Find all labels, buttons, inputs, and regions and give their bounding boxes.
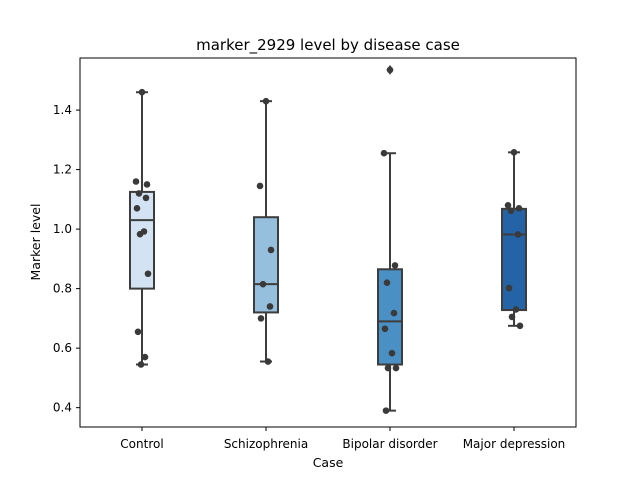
points-layer: [132, 66, 524, 414]
data-point: [135, 190, 143, 197]
data-point: [137, 361, 145, 368]
data-point: [136, 230, 144, 238]
box-group: [377, 64, 403, 412]
data-point: [383, 279, 391, 286]
data-point: [512, 306, 520, 313]
box-group: [501, 151, 527, 327]
y-tick-label: 1.2: [53, 163, 72, 177]
box-iqr: [253, 216, 279, 314]
data-point: [504, 202, 512, 209]
data-point: [390, 309, 398, 317]
y-tick-label: 0.4: [53, 401, 72, 415]
y-tick-label: 1.0: [53, 222, 72, 236]
data-point: [516, 322, 524, 330]
data-point: [142, 194, 150, 202]
y-axis: 0.4 0.6 0.8 1.0 1.2 1.4: [53, 103, 80, 415]
data-point: [384, 364, 392, 372]
data-point: [144, 270, 152, 278]
data-point: [505, 284, 513, 292]
x-tick-label: Control: [120, 437, 163, 451]
x-tick-label: Major depression: [463, 437, 566, 451]
chart-title: marker_2929 level by disease case: [196, 36, 460, 55]
data-point: [515, 204, 523, 212]
data-point: [143, 181, 151, 188]
x-axis: Control Schizophrenia Bipolar disorder Majo…: [120, 427, 565, 451]
data-point: [134, 328, 142, 336]
data-point: [138, 88, 146, 96]
data-point: [510, 149, 518, 156]
data-point: [266, 303, 274, 310]
data-point: [259, 280, 267, 288]
data-point: [386, 66, 394, 74]
box-iqr: [377, 268, 403, 366]
data-point: [381, 325, 389, 333]
box-group: [253, 100, 279, 363]
data-point: [133, 204, 141, 212]
data-point: [514, 231, 522, 238]
data-point: [391, 262, 399, 269]
x-tick-label: Schizophrenia: [224, 437, 308, 451]
data-point: [256, 182, 264, 190]
data-point: [392, 364, 400, 372]
box-group: [129, 91, 155, 366]
data-point: [380, 149, 388, 157]
data-point: [508, 313, 516, 321]
y-tick-label: 0.6: [53, 341, 72, 355]
y-axis-label: Marker level: [28, 204, 43, 281]
data-point: [382, 407, 390, 414]
data-point: [257, 315, 265, 322]
data-point: [132, 178, 140, 185]
data-point: [507, 207, 515, 214]
data-point: [388, 349, 396, 357]
data-point: [141, 353, 149, 361]
x-tick-label: Bipolar disorder: [342, 437, 437, 451]
x-axis-label: Case: [313, 455, 344, 470]
data-point: [264, 358, 272, 365]
boxes-layer: [129, 64, 527, 412]
box-iqr: [501, 207, 527, 312]
data-point: [262, 97, 270, 105]
y-tick-label: 1.4: [53, 103, 72, 117]
data-point: [267, 246, 275, 254]
y-tick-label: 0.8: [53, 282, 72, 296]
plot-frame: [79, 57, 577, 428]
